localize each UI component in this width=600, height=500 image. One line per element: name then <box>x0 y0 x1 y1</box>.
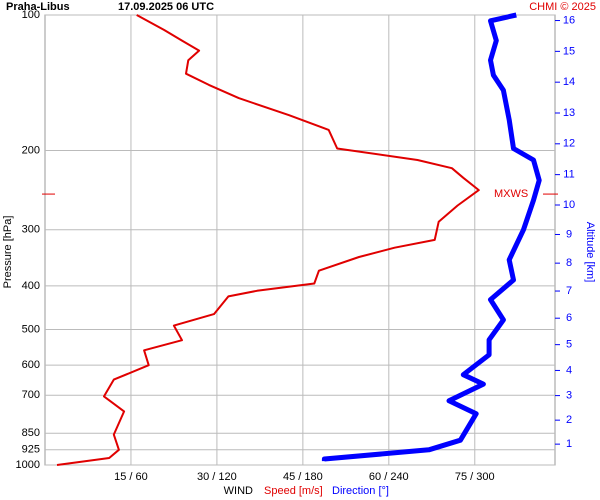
station: Praha-Libus <box>6 1 70 13</box>
y2-tick-label: 4 <box>566 364 572 376</box>
y2-tick-label: 8 <box>566 257 572 269</box>
plot-frame <box>44 14 556 466</box>
y-tick-label: 850 <box>22 427 40 439</box>
y-tick-label: 500 <box>22 323 40 335</box>
x-tick-label: 15 / 60 <box>114 471 148 483</box>
y2-tick-label: 9 <box>566 228 572 240</box>
credit: CHMI © 2025 <box>529 1 596 13</box>
y-tick-label: 700 <box>22 389 40 401</box>
y2-tick-label: 7 <box>566 285 572 297</box>
y2-tick-label: 13 <box>563 107 575 119</box>
y-tick-label: 300 <box>22 224 40 236</box>
x-tick-label: 75 / 300 <box>455 471 495 483</box>
y2-tick-label: 5 <box>566 339 572 351</box>
y2-tick-label: 6 <box>566 312 572 324</box>
legend-entry: Direction [°] <box>332 485 389 497</box>
mxws-label: MXWS <box>494 188 528 200</box>
x-tick-label: 30 / 120 <box>197 471 237 483</box>
y2-tick-label: 3 <box>566 390 572 402</box>
legend-entry: Speed [m/s] <box>264 485 323 497</box>
y-tick-label: 1000 <box>16 459 40 471</box>
x-tick-label: 60 / 240 <box>369 471 409 483</box>
y-tick-label: 600 <box>22 359 40 371</box>
time: 17.09.2025 06 UTC <box>118 1 214 13</box>
y-tick-label: 200 <box>22 144 40 156</box>
profile-line <box>321 12 542 462</box>
y-tick-label: 400 <box>22 280 40 292</box>
y2-tick-label: 16 <box>563 14 575 26</box>
y2-tick-label: 10 <box>563 199 575 211</box>
y-tick-label: 925 <box>22 444 40 456</box>
profile-line <box>56 14 480 466</box>
y-axis-label: Pressure [hPa] <box>2 216 14 289</box>
y2-tick-label: 11 <box>563 169 574 181</box>
y2-tick-label: 1 <box>566 438 572 450</box>
y2-tick-label: 12 <box>563 138 575 150</box>
x-axis-label: WIND <box>224 485 253 497</box>
y2-tick-label: 14 <box>563 76 575 88</box>
y2-axis-label: Altitude [km] <box>584 222 596 283</box>
x-tick-label: 45 / 180 <box>283 471 323 483</box>
y2-tick-label: 2 <box>566 414 572 426</box>
y2-tick-label: 15 <box>563 45 575 57</box>
y-tick-label: 100 <box>22 9 40 21</box>
